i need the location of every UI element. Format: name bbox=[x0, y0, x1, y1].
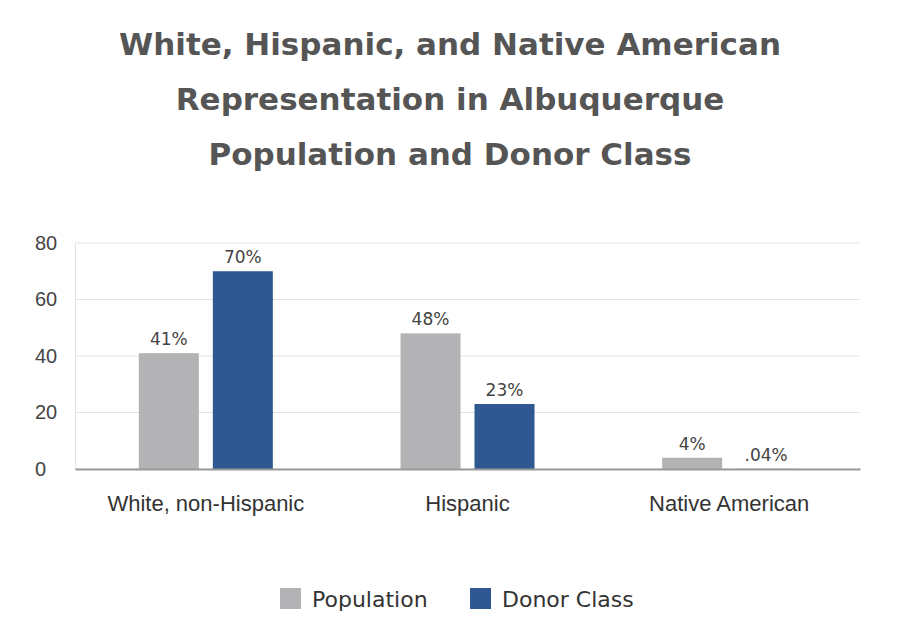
y-axis: 0 20 40 60 80 bbox=[35, 232, 76, 480]
title-line: White, Hispanic, and Native American bbox=[119, 26, 781, 62]
grid-line bbox=[75, 243, 860, 244]
y-tick-label: 20 bbox=[35, 401, 57, 423]
y-tick-label: 80 bbox=[35, 232, 57, 254]
legend-label: Donor Class bbox=[502, 587, 634, 612]
legend: Population Donor Class bbox=[280, 587, 634, 612]
title: White, Hispanic, and Native American Repr… bbox=[119, 26, 781, 172]
x-tick: White, non-Hispanic bbox=[107, 491, 304, 516]
y-tick: 40 bbox=[35, 345, 75, 367]
legend-swatch bbox=[280, 588, 301, 609]
grid bbox=[75, 243, 860, 469]
data-label: 23% bbox=[486, 380, 524, 400]
chart: White, Hispanic, and Native American Repr… bbox=[0, 0, 900, 636]
bar bbox=[662, 458, 722, 469]
bar bbox=[475, 404, 535, 469]
x-tick-label: Hispanic bbox=[425, 491, 509, 516]
title-line: Population and Donor Class bbox=[208, 136, 691, 172]
y-tick: 60 bbox=[35, 288, 75, 310]
x-tick-label: Native American bbox=[649, 491, 809, 516]
data-label: 4% bbox=[679, 434, 706, 454]
y-tick-label: 60 bbox=[35, 288, 57, 310]
y-tick-label: 40 bbox=[35, 345, 57, 367]
y-tick: 80 bbox=[35, 232, 75, 254]
data-label: 70% bbox=[224, 247, 262, 267]
x-tick: Native American bbox=[649, 491, 809, 516]
data-label: .04% bbox=[745, 445, 788, 465]
bars bbox=[139, 271, 796, 469]
bar bbox=[213, 271, 273, 469]
title-line: Representation in Albuquerque bbox=[176, 81, 725, 117]
x-tick: Hispanic bbox=[425, 491, 509, 516]
x-tick-label: White, non-Hispanic bbox=[107, 491, 304, 516]
y-tick: 20 bbox=[35, 401, 75, 423]
y-tick-label: 0 bbox=[35, 458, 46, 480]
legend-label: Population bbox=[312, 587, 428, 612]
x-axis: White, non-Hispanic Hispanic Native Americ… bbox=[76, 470, 861, 516]
grid-line bbox=[75, 299, 860, 300]
data-labels: 41% 48% 4% 70% 23% .04% bbox=[150, 247, 788, 465]
data-label: 48% bbox=[412, 309, 450, 329]
x-axis-line bbox=[76, 469, 861, 471]
y-axis-line bbox=[75, 244, 76, 470]
grid-line bbox=[75, 469, 860, 470]
legend-swatch bbox=[470, 588, 491, 609]
bar bbox=[139, 353, 199, 469]
y-tick: 0 bbox=[35, 458, 75, 480]
data-label: 41% bbox=[150, 329, 188, 349]
bar bbox=[401, 333, 461, 469]
